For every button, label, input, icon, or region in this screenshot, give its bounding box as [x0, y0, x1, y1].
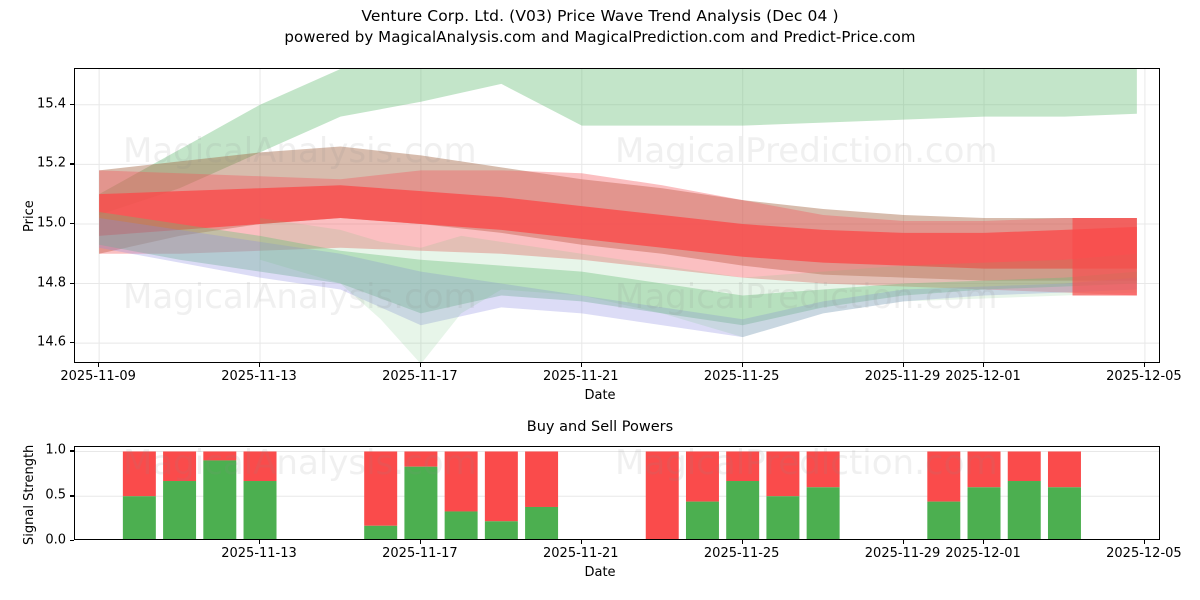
- x-tickmark: [580, 363, 583, 367]
- buy-power-bar: [364, 525, 398, 539]
- x-tickmark: [419, 363, 422, 367]
- buy-power-bar: [203, 460, 237, 539]
- x-tickmark: [98, 363, 100, 367]
- y-tick-label: 1.0: [45, 442, 66, 458]
- x-tick-label: 2025-11-09: [60, 369, 136, 384]
- y-tickmark: [70, 103, 74, 106]
- x-tick-label: 2025-11-21: [543, 546, 619, 561]
- price-plot-area: MagicalAnalysis.com MagicalPrediction.co…: [74, 68, 1160, 363]
- buy-power-bar: [122, 496, 156, 539]
- x-tick-label: 2025-11-21: [543, 369, 619, 384]
- x-tick-label: 2025-11-13: [221, 546, 297, 561]
- buy-power-bar: [806, 487, 840, 539]
- sell-power-bar: [243, 451, 277, 482]
- sell-power-bar: [444, 451, 478, 512]
- x-tick-label: 2025-12-01: [945, 546, 1021, 561]
- sell-power-bar: [806, 451, 840, 488]
- price-wave-svg: [75, 69, 1159, 362]
- x-tick-label: 2025-11-25: [703, 369, 780, 384]
- y-tickmark: [70, 495, 74, 497]
- buy-power-bar: [726, 481, 760, 539]
- sell-power-bar: [967, 451, 1001, 488]
- buy-power-bar: [404, 466, 438, 539]
- powers-y-axis-label: Signal Strength: [22, 444, 37, 545]
- sell-power-bar: [645, 451, 679, 539]
- y-tickmark: [70, 163, 74, 165]
- x-tickmark: [741, 363, 743, 367]
- y-tick-label: 15.4: [37, 96, 66, 112]
- buy-power-bar: [243, 481, 277, 539]
- sell-power-bar: [484, 451, 518, 522]
- x-tickmark: [259, 363, 261, 367]
- x-tick-label: 2025-11-25: [703, 546, 780, 561]
- sell-power-bar: [1007, 451, 1041, 482]
- sell-power-bar: [364, 451, 398, 526]
- buy-power-bar: [525, 506, 559, 539]
- y-tick-label: 15.0: [37, 215, 66, 231]
- y-tickmark: [70, 342, 74, 344]
- x-tickmark: [1143, 363, 1146, 367]
- buy-power-bar: [1047, 487, 1081, 539]
- x-tickmark: [983, 540, 985, 544]
- page-title: Venture Corp. Ltd. (V03) Price Wave Tren…: [361, 7, 839, 25]
- x-tick-label: 2025-11-17: [382, 369, 458, 384]
- sell-power-bar: [163, 451, 197, 482]
- y-tick-label: 14.6: [37, 334, 66, 350]
- x-tickmark: [902, 540, 904, 544]
- powers-x-axis-label: Date: [584, 565, 616, 580]
- buy-power-bar: [927, 501, 961, 539]
- x-tick-label: 2025-11-17: [382, 546, 458, 561]
- sell-power-bar: [726, 451, 760, 482]
- x-tickmark: [419, 540, 422, 544]
- x-tickmark: [580, 540, 583, 544]
- x-tick-label: 2025-12-01: [945, 369, 1021, 384]
- x-tickmark: [741, 540, 743, 544]
- sell-power-bar: [1047, 451, 1081, 488]
- sell-power-bar: [766, 451, 800, 497]
- powers-title: Buy and Sell Powers: [526, 419, 674, 435]
- y-tickmark: [70, 282, 74, 284]
- x-tick-label: 2025-11-29: [864, 546, 941, 561]
- y-tick-label: 15.2: [37, 155, 66, 171]
- title-block: Venture Corp. Ltd. (V03) Price Wave Tren…: [0, 6, 1200, 48]
- y-tick-label: 0.0: [45, 532, 66, 548]
- powers-plot-area: MagicalAnalysis.com MagicalPrediction.co…: [74, 446, 1160, 540]
- y-tickmark: [70, 540, 74, 542]
- sell-power-bar: [404, 451, 438, 467]
- sell-power-bar: [203, 451, 237, 461]
- x-tickmark: [259, 540, 261, 544]
- price-x-axis-label: Date: [584, 388, 616, 403]
- sell-power-bar: [122, 451, 156, 497]
- price-y-axis-label: Price: [22, 200, 37, 232]
- y-tickmark: [70, 450, 74, 452]
- x-tick-label: 2025-11-29: [864, 369, 941, 384]
- buy-power-bar: [1007, 481, 1041, 539]
- sell-power-bar: [927, 451, 961, 502]
- buy-power-bar: [444, 511, 478, 539]
- x-tick-label: 2025-11-13: [221, 369, 297, 384]
- buy-power-bar: [484, 521, 518, 539]
- buy-power-bar: [967, 487, 1001, 539]
- powers-bars-svg: [75, 450, 1159, 539]
- sell-power-bar: [525, 451, 559, 507]
- x-tickmark: [902, 363, 904, 367]
- sell-power-bar: [685, 451, 719, 502]
- x-tick-label: 2025-12-05: [1106, 546, 1182, 561]
- x-tick-label: 2025-12-05: [1106, 369, 1182, 384]
- y-tick-label: 0.5: [45, 487, 66, 503]
- page-subtitle: powered by MagicalAnalysis.com and Magic…: [284, 28, 916, 46]
- x-tickmark: [983, 363, 985, 367]
- buy-power-bar: [685, 501, 719, 539]
- buy-power-bar: [766, 496, 800, 539]
- x-tickmark: [1143, 540, 1146, 544]
- buy-power-bar: [163, 481, 197, 539]
- y-tickmark: [70, 222, 74, 225]
- y-tick-label: 14.8: [37, 275, 66, 291]
